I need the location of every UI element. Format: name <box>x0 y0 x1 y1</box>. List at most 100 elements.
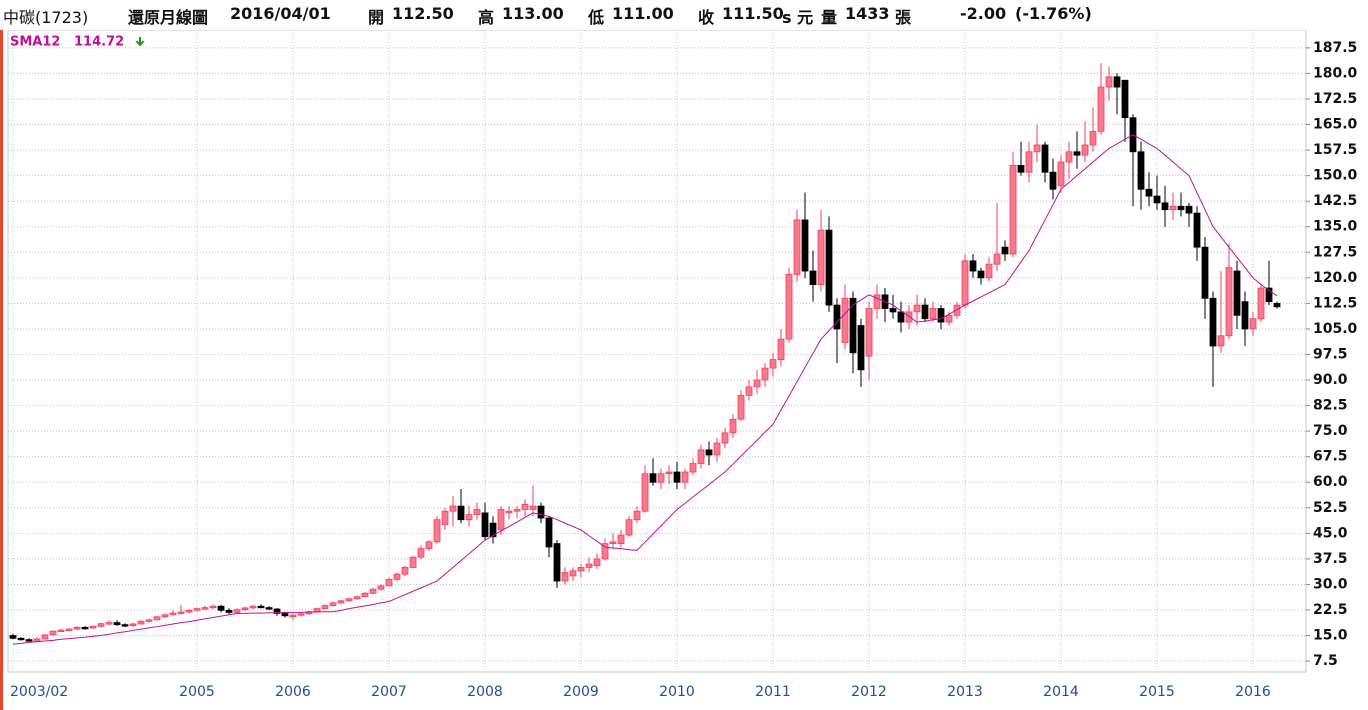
candle-body <box>225 609 233 613</box>
candle-body <box>425 541 433 550</box>
candle-body <box>217 605 225 611</box>
y-tick-label: 82.5 <box>1313 398 1348 414</box>
y-tick-label: 52.5 <box>1313 500 1348 516</box>
x-tick-label: 2011 <box>755 684 791 700</box>
candle-body <box>865 308 873 357</box>
candle-body <box>593 558 601 567</box>
candle-body <box>1249 318 1257 330</box>
field-label: 低 <box>588 8 605 27</box>
y-tick-label: 75.0 <box>1313 423 1348 439</box>
candle-body <box>1241 301 1249 330</box>
candle-body <box>569 570 577 577</box>
candle-body <box>1097 86 1105 132</box>
candle-body <box>81 626 89 630</box>
candle-body <box>177 611 185 614</box>
x-tick-label: 2016 <box>1235 684 1271 700</box>
y-tick-label: 120.0 <box>1313 270 1358 286</box>
candle-body <box>193 608 201 611</box>
field-value: 113.00 <box>502 4 564 23</box>
legend-value: 114.72 <box>74 35 124 50</box>
field-unit: 張 <box>895 8 912 27</box>
candle-body <box>137 620 145 625</box>
candle-body <box>673 471 681 483</box>
candle-body <box>1025 151 1033 173</box>
candle-body <box>513 509 521 512</box>
field-label: 收 <box>698 8 715 27</box>
candle-body <box>1185 205 1193 214</box>
candle-body <box>753 379 761 388</box>
candle-body <box>201 607 209 610</box>
candle-body <box>1113 76 1121 88</box>
candle-body <box>961 260 969 306</box>
candle-body <box>97 623 105 627</box>
candle-body <box>641 473 649 512</box>
candle-body <box>825 229 833 306</box>
candle-body <box>857 325 865 371</box>
candle-body <box>441 510 449 526</box>
candle-body <box>953 304 961 316</box>
y-tick-label: 142.5 <box>1313 193 1357 209</box>
candle-body <box>529 505 537 510</box>
candle-body <box>321 605 329 610</box>
candle-body <box>153 616 161 621</box>
candle-body <box>801 219 809 272</box>
x-tick-label: 2003/02 <box>10 684 68 700</box>
candle-body <box>401 567 409 575</box>
y-tick-label: 22.5 <box>1313 602 1348 618</box>
field-label: 開 <box>368 8 385 27</box>
field-value: 111.50 <box>722 4 784 23</box>
candle-body <box>497 509 505 531</box>
candle-body <box>121 624 129 627</box>
y-tick-label: 30.0 <box>1313 576 1348 592</box>
y-tick-label: 60.0 <box>1313 474 1348 490</box>
candle-body <box>849 297 857 354</box>
candle-body <box>209 605 217 609</box>
field-label: 高 <box>478 8 495 27</box>
candle-body <box>89 625 97 629</box>
candle-body <box>577 567 585 572</box>
candle-body <box>17 637 25 641</box>
candle-body <box>1073 151 1081 156</box>
candle-body <box>1009 165 1017 255</box>
candle-body <box>537 505 545 519</box>
candle-body <box>521 503 529 510</box>
x-tick-label: 2013 <box>947 684 983 700</box>
candle-body <box>1105 76 1113 88</box>
candle-body <box>329 602 337 606</box>
candle-body <box>169 612 177 616</box>
candle-body <box>1257 287 1265 320</box>
candle-body <box>273 608 281 614</box>
candle-body <box>1057 161 1065 187</box>
candle-body <box>721 432 729 444</box>
candle-body <box>657 473 665 483</box>
candle-body <box>729 418 737 434</box>
candle-body <box>353 596 361 600</box>
candle-body <box>585 563 593 568</box>
candle-body <box>1161 202 1169 211</box>
candle-body <box>449 505 457 512</box>
candle-body <box>457 505 465 521</box>
candle-body <box>1049 171 1057 190</box>
candle-body <box>1017 165 1025 173</box>
candle-body <box>433 519 441 543</box>
candle-body <box>473 509 481 516</box>
candle-body <box>945 314 953 323</box>
candle-body <box>913 304 921 313</box>
y-tick-label: 97.5 <box>1313 346 1348 362</box>
x-tick-label: 2009 <box>563 684 599 700</box>
y-tick-label: 135.0 <box>1313 219 1358 235</box>
candle-body <box>129 623 137 627</box>
candle-body <box>969 260 977 272</box>
candle-body <box>313 608 321 613</box>
y-tick-label: 180.0 <box>1313 65 1358 81</box>
header: 中碳(1723) 還原月線圖 2016/04/01 開 112.50 高 113… <box>0 0 1368 30</box>
change: -2.00 <box>960 4 1007 23</box>
candle-body <box>1265 287 1273 303</box>
candle-body <box>9 635 17 639</box>
candle-body <box>889 308 897 313</box>
candle-body <box>1225 267 1233 337</box>
y-tick-label: 15.0 <box>1313 628 1348 644</box>
candle-body <box>361 592 369 598</box>
change-pct: (-1.76%) <box>1015 4 1092 23</box>
